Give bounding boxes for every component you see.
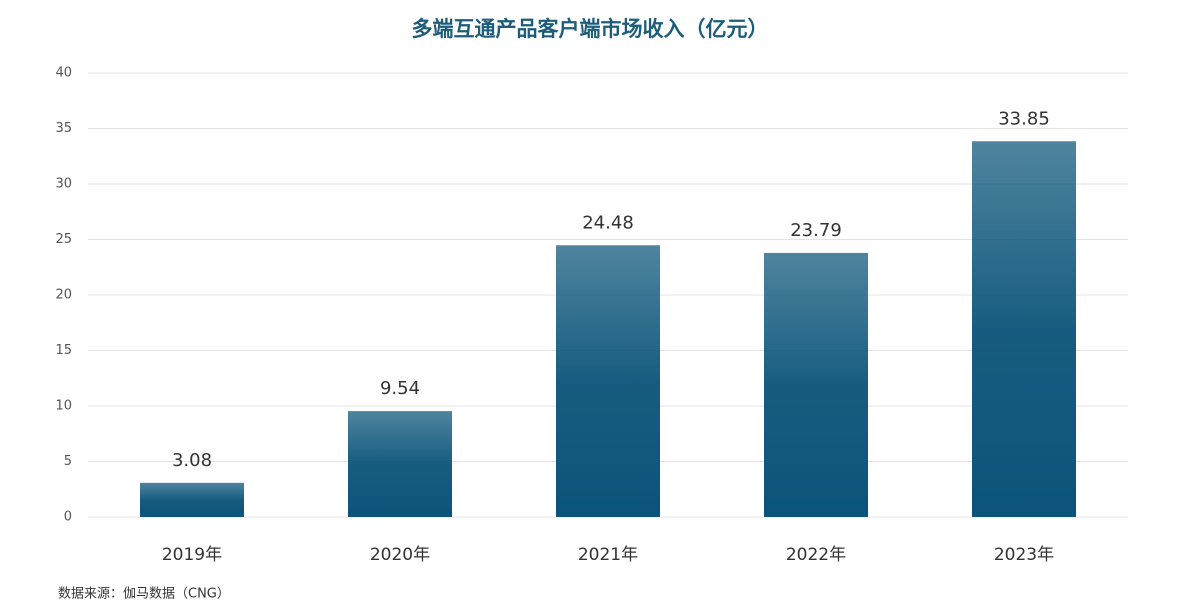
- y-tick-label: 40: [55, 66, 72, 81]
- bar: [348, 411, 452, 517]
- bar: [556, 245, 660, 517]
- x-tick-label: 2021年: [578, 545, 638, 565]
- y-tick-label: 30: [55, 177, 72, 192]
- x-tick-label: 2022年: [786, 545, 846, 565]
- y-tick-label: 20: [55, 288, 72, 303]
- y-tick-label: 5: [64, 454, 72, 469]
- bar: [972, 141, 1076, 517]
- data-label: 24.48: [582, 212, 634, 233]
- y-tick-label: 35: [55, 121, 72, 136]
- bar: [140, 482, 244, 517]
- bar: [764, 252, 868, 517]
- data-label: 3.08: [172, 450, 212, 471]
- x-tick-label: 2023年: [994, 545, 1054, 565]
- source-note: 数据来源：伽马数据（CNG）: [58, 587, 230, 600]
- y-tick-label: 15: [55, 343, 72, 358]
- data-label: 33.85: [998, 108, 1050, 129]
- data-label: 9.54: [380, 378, 420, 399]
- x-tick-label: 2019年: [162, 545, 222, 565]
- x-tick-label: 2020年: [370, 545, 430, 565]
- chart-title: 多端互通产品客户端市场收入（亿元）: [412, 17, 769, 41]
- y-tick-label: 10: [55, 399, 72, 414]
- y-tick-label: 25: [55, 232, 72, 247]
- data-label: 23.79: [790, 220, 842, 241]
- y-tick-label: 0: [64, 510, 72, 525]
